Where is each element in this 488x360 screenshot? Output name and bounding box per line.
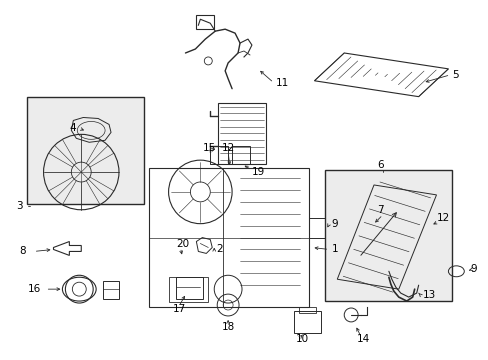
Bar [298,307,316,313]
Text: 4: 4 [69,123,76,134]
Bar [148,168,309,307]
Text: 9: 9 [469,264,476,274]
Text: 6: 6 [376,160,383,170]
Text: 12: 12 [222,143,235,153]
Bar [27,96,143,204]
Text: 19: 19 [251,167,264,177]
Bar [175,277,203,299]
Bar [325,170,451,301]
Text: 12: 12 [436,213,449,223]
Text: 2: 2 [216,244,223,255]
Text: 16: 16 [28,284,41,294]
Bar [210,146,228,164]
Bar [196,15,214,29]
Text: 9: 9 [331,219,337,229]
Bar [293,311,321,333]
Text: 14: 14 [356,334,369,344]
Text: 10: 10 [295,334,308,344]
Text: 5: 5 [451,70,458,80]
Text: 11: 11 [275,78,288,88]
Text: 15: 15 [202,143,215,153]
Text: 13: 13 [422,290,435,300]
Bar [168,277,208,302]
Text: 8: 8 [20,247,26,256]
Text: 17: 17 [172,304,185,314]
Text: 7: 7 [376,205,383,215]
Bar [218,103,265,164]
Text: 3: 3 [16,201,22,211]
Bar [103,281,119,299]
Bar [232,146,249,164]
Bar [309,218,325,238]
Text: 1: 1 [331,244,337,255]
Text: 20: 20 [176,239,189,248]
Text: 18: 18 [222,322,235,332]
